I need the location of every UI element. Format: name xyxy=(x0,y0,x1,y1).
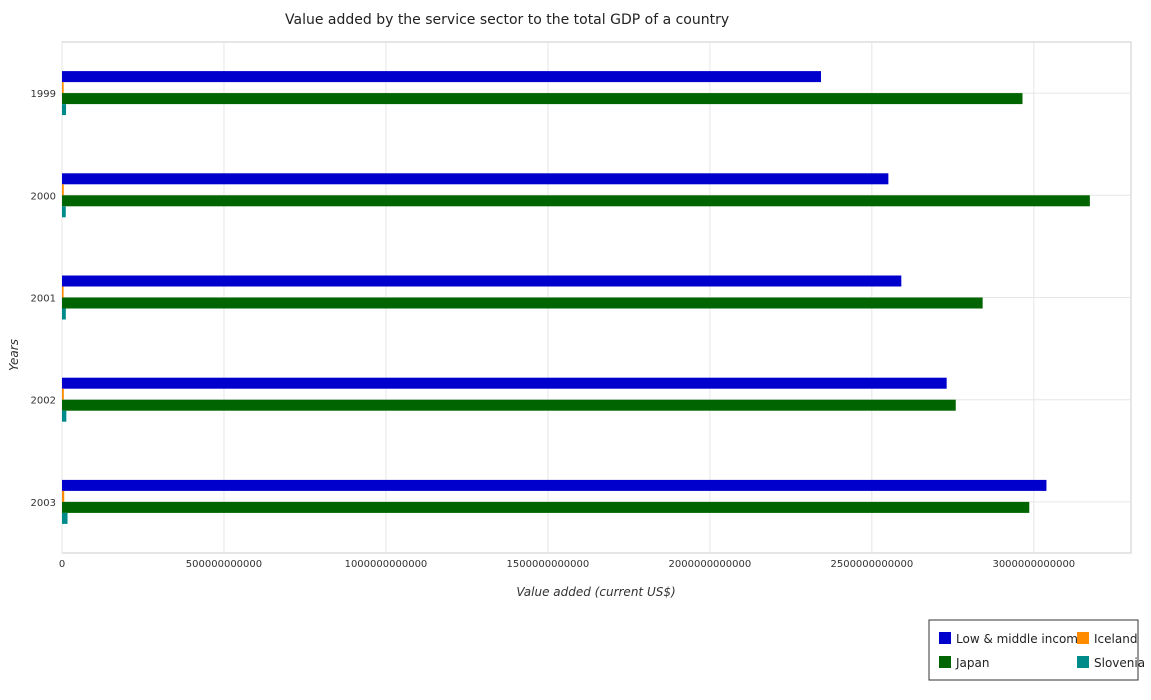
x-tick-label: 2000000000000 xyxy=(669,559,752,570)
legend: Low & middle income Iceland Japan Slovenia xyxy=(928,619,1145,681)
bar-slovenia-1999 xyxy=(62,104,67,116)
x-tick-label: 3000000000000 xyxy=(992,559,1075,570)
x-tick-label: 500000000000 xyxy=(186,559,262,570)
bar-slovenia-2002 xyxy=(62,410,67,422)
legend-label: Slovenia xyxy=(1094,656,1145,670)
legend-swatch xyxy=(1077,632,1089,644)
bar-japan-2001 xyxy=(62,297,983,309)
y-tick-label: 2002 xyxy=(31,396,56,407)
bar-japan-2003 xyxy=(62,501,1030,513)
legend-label: Iceland xyxy=(1094,632,1137,646)
bar-low-middle-income-1999 xyxy=(62,71,821,83)
legend-label: Japan xyxy=(955,656,989,670)
legend-swatch xyxy=(1077,656,1089,668)
y-axis-label: Years xyxy=(7,339,21,371)
bar-iceland-2002 xyxy=(62,388,64,400)
bar-japan-2000 xyxy=(62,195,1090,207)
bar-iceland-2001 xyxy=(62,286,64,298)
y-tick-label: 1999 xyxy=(31,89,56,100)
axes: 0 500000000000 1000000000000 1500000000000 2… xyxy=(31,89,1076,570)
bar-slovenia-2001 xyxy=(62,308,66,320)
x-tick-label: 1000000000000 xyxy=(345,559,428,570)
x-axis-label: Value added (current US$) xyxy=(516,585,675,599)
y-tick-label: 2001 xyxy=(31,294,56,305)
bar-iceland-1999 xyxy=(62,82,64,94)
legend-swatch xyxy=(939,632,951,644)
x-tick-label: 1500000000000 xyxy=(507,559,590,570)
bar-japan-1999 xyxy=(62,93,1023,105)
plot-area xyxy=(62,71,1090,524)
x-tick-label: 0 xyxy=(59,559,65,570)
chart-title: Value added by the service sector to the… xyxy=(285,12,729,28)
bar-japan-2002 xyxy=(62,399,956,411)
bar-iceland-2003 xyxy=(62,490,65,502)
y-tick-label: 2003 xyxy=(31,498,56,509)
bar-slovenia-2000 xyxy=(62,206,66,218)
bar-low-middle-income-2003 xyxy=(62,479,1047,491)
bar-low-middle-income-2001 xyxy=(62,275,902,287)
bar-low-middle-income-2000 xyxy=(62,173,889,185)
x-tick-label: 2500000000000 xyxy=(830,559,913,570)
legend-swatch xyxy=(939,656,951,668)
bar-low-middle-income-2002 xyxy=(62,377,947,389)
y-tick-label: 2000 xyxy=(31,191,56,202)
legend-label: Low & middle income xyxy=(956,632,1085,646)
bar-slovenia-2003 xyxy=(62,512,68,524)
bar-iceland-2000 xyxy=(62,184,64,196)
legend-box xyxy=(928,619,1139,681)
